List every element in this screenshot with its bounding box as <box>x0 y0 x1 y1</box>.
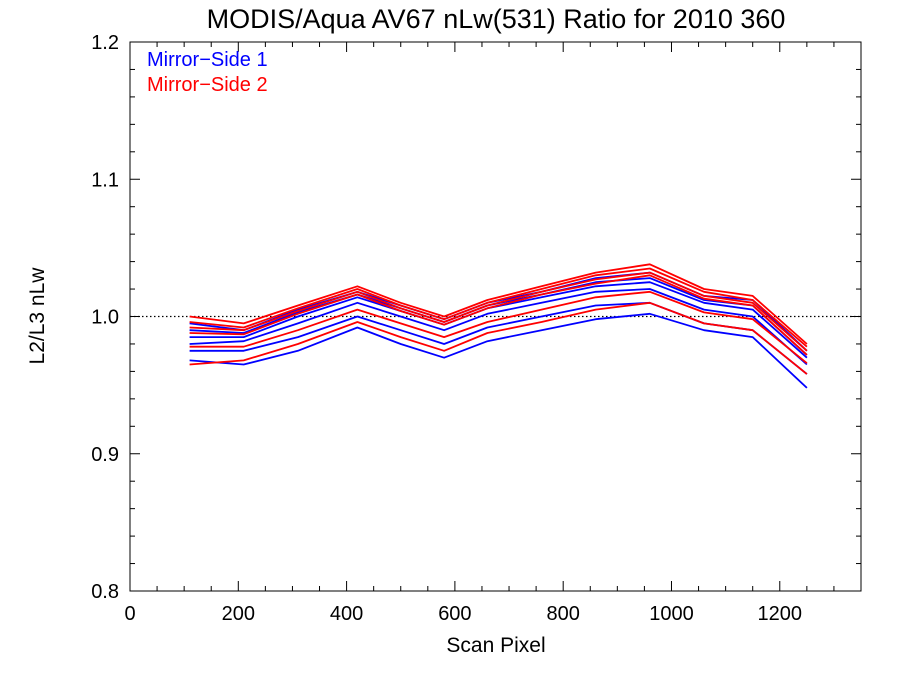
chart-title: MODIS/Aqua AV67 nLw(531) Ratio for 2010 … <box>207 4 786 34</box>
series-line <box>189 288 808 366</box>
x-tick-label: 400 <box>330 603 363 625</box>
series-line <box>189 263 808 345</box>
y-tick-label: 1.2 <box>91 32 119 54</box>
series-line <box>189 301 808 375</box>
x-tick-label: 800 <box>546 603 579 625</box>
legend-entry: Mirror−Side 1 <box>147 49 268 71</box>
x-tick-label: 1000 <box>649 603 694 625</box>
x-tick-label: 1200 <box>758 603 803 625</box>
y-axis-label: L2/L3 nLw <box>26 267 49 365</box>
y-tick-label: 0.8 <box>91 581 119 603</box>
y-tick-label: 1.1 <box>91 169 119 191</box>
series-line <box>189 274 808 356</box>
plot-lines <box>130 263 861 389</box>
x-tick-label: 200 <box>222 603 255 625</box>
series-line <box>189 312 808 389</box>
legend-entry: Mirror−Side 2 <box>147 74 268 96</box>
axes: 0 200 400 600 800 1000 1200 0.8 0.9 1.0 1.1 1.2 <box>91 32 862 625</box>
x-tick-label: 600 <box>438 603 471 625</box>
y-tick-label: 0.9 <box>91 444 119 466</box>
x-axis-label: Scan Pixel <box>446 634 545 657</box>
legend: Mirror−Side 1 Mirror−Side 2 <box>147 49 268 96</box>
series-line <box>189 271 808 352</box>
y-tick-label: 1.0 <box>91 307 119 329</box>
series-line <box>189 267 808 348</box>
x-tick-label: 0 <box>124 603 135 625</box>
series-line <box>189 290 808 364</box>
